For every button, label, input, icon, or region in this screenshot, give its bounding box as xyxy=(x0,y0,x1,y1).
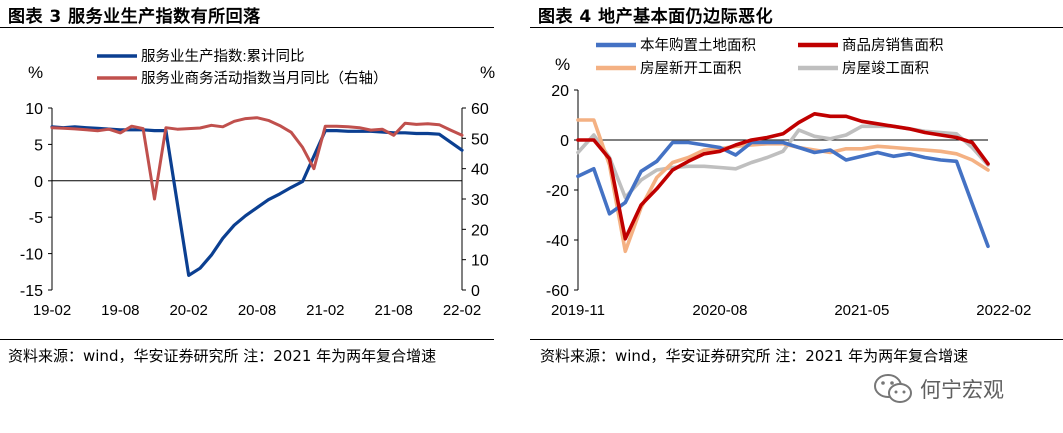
y-tick-label: 20 xyxy=(551,83,569,100)
x-tick-label: 21-08 xyxy=(374,302,412,319)
y-tick-label: -60 xyxy=(546,283,569,300)
y-tick-label: 0 xyxy=(560,133,569,150)
left-y-tick-label: -15 xyxy=(20,283,43,300)
right-y-tick-label: 20 xyxy=(471,222,489,239)
series-line-2 xyxy=(576,112,990,241)
left-footnote: 资料来源：wind，华安证券研究所 注：2021 年为两年复合增速 xyxy=(8,347,437,365)
x-tick-label: 2022-02 xyxy=(976,302,1031,319)
left-title-rule xyxy=(0,27,494,28)
left-footer-rule xyxy=(0,339,494,340)
legend-label-1: 服务业生产指数:累计同比 xyxy=(141,48,305,65)
right-chart: 20 0 -20 -40 -60% 2019-11 2020-08 2021-05 2022-0… xyxy=(546,37,1031,319)
x-tick-label: 21-02 xyxy=(306,302,344,319)
wechat-icon xyxy=(874,374,912,403)
x-tick-label: 19-08 xyxy=(101,302,139,319)
left-y-tick-label: -10 xyxy=(20,247,43,264)
x-tick-label: 19-02 xyxy=(33,302,71,319)
series-line-4 xyxy=(576,124,990,200)
x-tick-label: 22-02 xyxy=(443,302,481,319)
right-y-tick-label: 60 xyxy=(471,101,489,118)
left-y-tick-label: 5 xyxy=(34,137,43,154)
right-y-unit: % xyxy=(480,63,495,82)
x-tick-label: 20-02 xyxy=(169,302,207,319)
series-line-2 xyxy=(50,116,464,201)
legend-label-1: 本年购置土地面积 xyxy=(640,37,756,54)
right-y-tick-label: 40 xyxy=(471,162,489,179)
series-line-1 xyxy=(50,125,464,277)
x-tick-label: 20-08 xyxy=(238,302,276,319)
right-title-rule xyxy=(530,27,1063,28)
watermark: 何宁宏观 xyxy=(872,372,1004,406)
right-y-tick-label: 30 xyxy=(471,192,489,209)
left-y-tick-label: 10 xyxy=(25,101,43,118)
right-y-tick-label: 0 xyxy=(471,283,480,300)
left-y-tick-label: 0 xyxy=(34,174,43,191)
legend-label-2: 商品房销售面积 xyxy=(842,37,944,54)
right-footnote: 资料来源：wind，华安证券研究所 注：2021 年为两年复合增速 xyxy=(540,347,969,365)
left-y-unit: % xyxy=(28,63,43,82)
legend-label-4: 房屋竣工面积 xyxy=(842,60,929,77)
y-unit: % xyxy=(555,55,570,74)
x-tick-label: 2020-08 xyxy=(692,302,747,319)
watermark-text: 何宁宏观 xyxy=(920,378,1004,402)
y-tick-label: -40 xyxy=(546,233,569,250)
right-y-tick-label: 10 xyxy=(471,253,489,270)
legend-label-3: 房屋新开工面积 xyxy=(640,60,742,77)
left-y-tick-label: -5 xyxy=(29,210,43,227)
legend-label-2: 服务业商务活动指数当月同比（右轴） xyxy=(141,70,388,87)
left-chart-title: 图表 3 服务业生产指数有所回落 xyxy=(8,7,261,27)
y-tick-label: -20 xyxy=(546,183,569,200)
right-y-tick-label: 50 xyxy=(471,131,489,148)
x-tick-label: 2021-05 xyxy=(834,302,889,319)
x-tick-label: 2019-11 xyxy=(551,302,605,319)
right-chart-title: 图表 4 地产基本面仍边际恶化 xyxy=(538,7,774,27)
series-line-1 xyxy=(576,140,990,249)
right-footer-rule xyxy=(530,339,1063,340)
